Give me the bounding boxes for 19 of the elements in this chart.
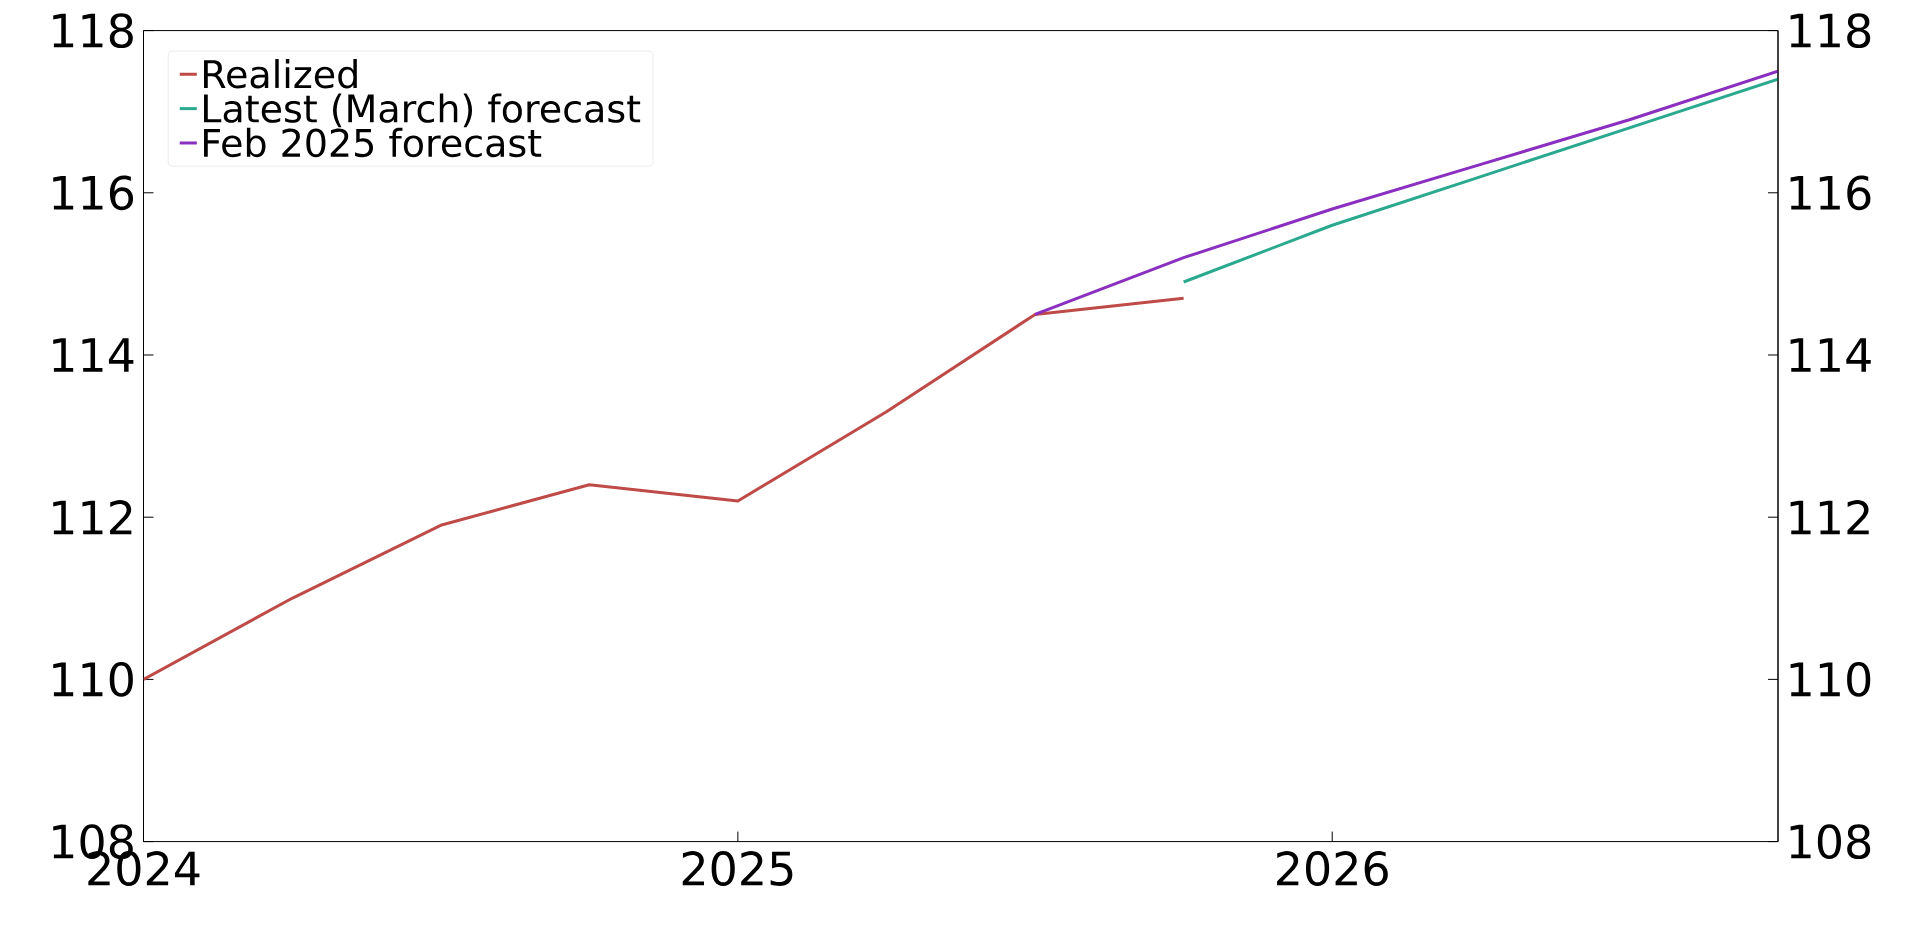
- y2-tick-label: 118: [1790, 13, 1871, 48]
- x-tick-label: 2026: [1277, 851, 1388, 886]
- y-tick-label: 112: [53, 500, 132, 535]
- line-series: [143, 296, 1186, 681]
- y-tick-label: 118: [53, 13, 133, 48]
- legend-label: Latest (March) forecast: [204, 93, 641, 128]
- y-tick-label: 114: [53, 338, 134, 372]
- line-series: [1033, 69, 1778, 316]
- y-tick-label: 116: [53, 175, 134, 211]
- y2-tick-label: 112: [1790, 500, 1869, 535]
- y2-tick-label: 110: [1790, 661, 1871, 697]
- x-tick-label: 2025: [682, 851, 793, 886]
- y2-tick-label: 114: [1790, 338, 1871, 372]
- legend-label: Feb 2025 forecast: [204, 127, 542, 158]
- y2-tick-label: 116: [1790, 175, 1871, 211]
- y2-tick-label: 108: [1790, 824, 1871, 859]
- legend-label: Realized: [204, 59, 357, 89]
- y-tick-label: 110: [53, 661, 133, 697]
- line-series: [1182, 77, 1778, 284]
